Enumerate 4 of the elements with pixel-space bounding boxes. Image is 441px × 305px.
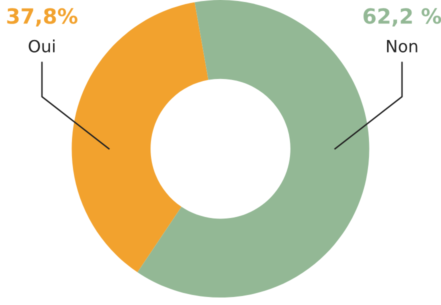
data-label: 62,2 % — [364, 8, 441, 27]
slice-label: Oui — [28, 40, 55, 52]
slice-label: Non — [387, 40, 418, 52]
data-label: 37,8% — [7, 8, 78, 27]
